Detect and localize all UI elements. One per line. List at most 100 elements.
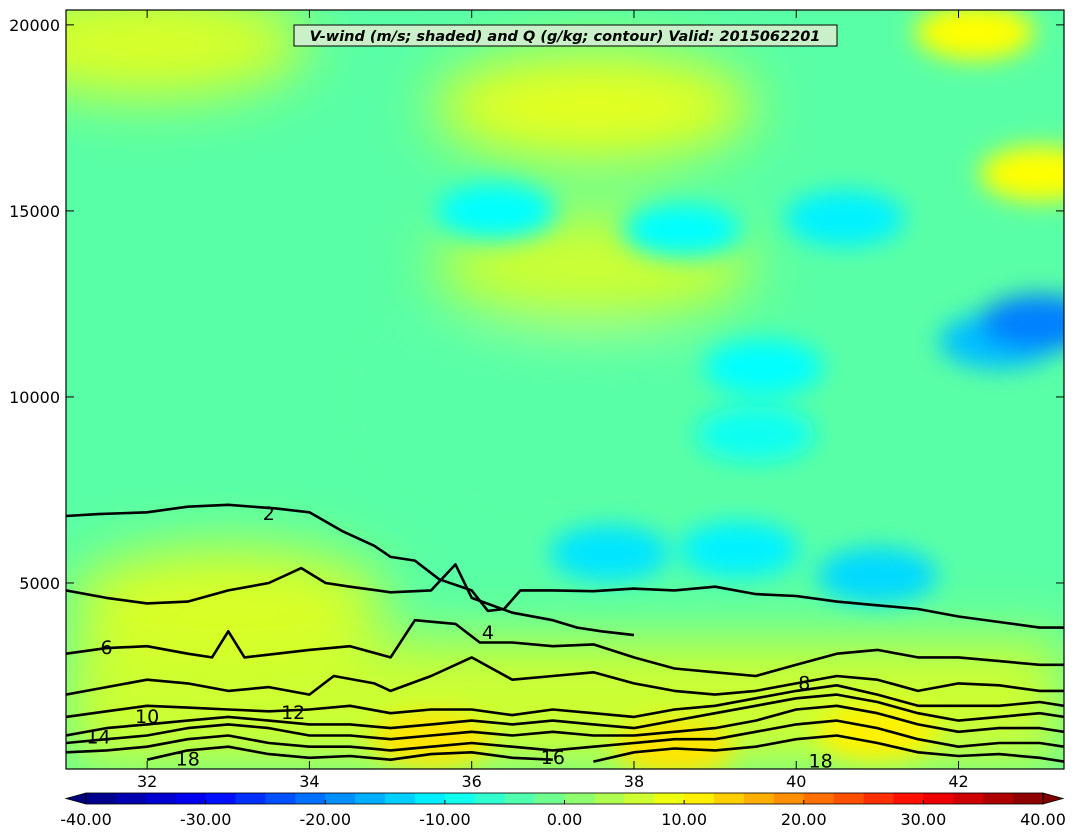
vwind-shading xyxy=(66,10,1064,769)
title-box: V-wind (m/s; shaded) and Q (g/kg; contou… xyxy=(293,24,838,47)
contour-label-4: 4 xyxy=(482,622,494,644)
contour-q-14 xyxy=(66,704,1064,745)
colorbar-segment xyxy=(385,793,416,804)
y-tick-label: 5000 xyxy=(19,574,60,593)
colorbar-tick-label: -20.00 xyxy=(299,810,351,829)
shaded-region-6 xyxy=(433,51,754,162)
colorbar-segment xyxy=(833,793,865,804)
shaded-region-20 xyxy=(695,406,816,463)
colorbar-segment xyxy=(923,793,954,804)
shaded-region-16 xyxy=(784,190,905,247)
shaded-region-4 xyxy=(614,718,735,769)
colorbar-tick-label: 10.00 xyxy=(661,810,707,829)
colorbar-segment xyxy=(504,793,536,804)
contour-label-16: 16 xyxy=(541,747,565,769)
y-axis: 5000 10000 15000 20000 xyxy=(9,16,1064,593)
colorbar-segment xyxy=(1013,793,1044,804)
x-axis: 32 34 36 38 40 42 xyxy=(137,10,969,791)
colorbar-segment xyxy=(594,793,625,804)
colorbar-extend-max xyxy=(1042,792,1065,805)
colorbar-tick-label: 30.00 xyxy=(900,810,946,829)
contour-label-14: 14 xyxy=(86,726,110,748)
x-tick-label: 36 xyxy=(462,772,482,791)
colorbar-segment xyxy=(175,793,207,804)
contour-q-2 xyxy=(66,503,1064,629)
colorbar-tick-label: -30.00 xyxy=(180,810,232,829)
colorbar-tick-label: 0.00 xyxy=(547,810,583,829)
shaded-region-5 xyxy=(817,703,938,760)
shaded-region-9 xyxy=(66,10,308,99)
x-tick-label: 32 xyxy=(137,772,157,791)
shaded-region-19 xyxy=(703,339,824,396)
contour-q-12 xyxy=(66,693,1064,737)
contour-q-8 xyxy=(66,656,1064,696)
chart-title: V-wind (m/s; shaded) and Q (g/kg; contou… xyxy=(310,29,821,45)
shaded-region-17 xyxy=(436,182,557,239)
contour-label-10: 10 xyxy=(135,706,159,728)
colorbar-segment xyxy=(983,793,1014,804)
colorbar-segment xyxy=(205,793,237,804)
colorbar-segment xyxy=(684,793,715,804)
colorbar-extend-min xyxy=(64,792,87,805)
x-tick-label: 40 xyxy=(786,772,806,791)
colorbar-segment xyxy=(953,793,984,804)
colorbar-tick-label: -40.00 xyxy=(60,810,112,829)
contour-label-18: 18 xyxy=(176,749,200,771)
contour-label-6: 6 xyxy=(101,637,113,659)
contour-label-18: 18 xyxy=(808,751,832,773)
colorbar-segment xyxy=(863,793,895,804)
shaded-region-14 xyxy=(549,525,670,582)
x-tick-label: 42 xyxy=(948,772,968,791)
contour-q-18 xyxy=(146,745,553,761)
contour-q-10 xyxy=(66,684,1064,719)
shaded-region-13 xyxy=(817,547,938,604)
colorbar-segment xyxy=(773,793,805,804)
colorbar-segment xyxy=(414,793,446,804)
contour-label-12: 12 xyxy=(281,702,305,724)
colorbar-tick-labels: -40.00 -30.00 -20.00 -10.00 0.00 10.00 20.00 30… xyxy=(60,800,1066,829)
colorbar-tick-label: 20.00 xyxy=(781,810,827,829)
plot-frame xyxy=(65,9,1065,770)
colorbar-segment xyxy=(235,793,267,804)
shaded-region-18 xyxy=(622,201,743,258)
y-tick-label: 10000 xyxy=(9,388,60,407)
contour-q-18 xyxy=(593,734,1064,763)
colorbar-segment xyxy=(893,793,924,804)
colorbar-segment xyxy=(564,793,596,804)
colorbar-segment xyxy=(534,793,566,804)
colorbar-segment xyxy=(714,793,745,804)
colorbar-segment xyxy=(444,793,476,804)
shaded-region-7 xyxy=(979,145,1064,202)
colorbar-segment xyxy=(115,793,147,804)
contour-label-2: 2 xyxy=(263,503,275,525)
shaded-region-8 xyxy=(914,10,1035,61)
colorbar-segment xyxy=(803,793,835,804)
colorbar-segment xyxy=(145,793,177,804)
shaded-region-0 xyxy=(400,341,721,452)
shaded-region-2 xyxy=(68,546,389,657)
colorbar-segment xyxy=(654,793,685,804)
colorbar-tick-label: 40.00 xyxy=(1020,810,1066,829)
colorbar-segment xyxy=(743,793,775,804)
y-tick-label: 15000 xyxy=(9,202,60,221)
shaded-region-12 xyxy=(979,294,1064,351)
x-tick-label: 38 xyxy=(624,772,644,791)
colorbar-tick-label: -10.00 xyxy=(419,810,471,829)
contour-q-4 xyxy=(66,563,635,637)
contour-label-8: 8 xyxy=(798,672,810,694)
x-tick-label: 34 xyxy=(299,772,319,791)
shaded-region-15 xyxy=(679,521,800,578)
colorbar-segment xyxy=(325,793,356,804)
colorbar-segment xyxy=(265,793,296,804)
contour-q-6 xyxy=(66,618,1064,678)
q-contours xyxy=(66,503,1064,763)
y-tick-label: 20000 xyxy=(9,16,60,35)
colorbar-segment xyxy=(624,793,655,804)
colorbar-segment xyxy=(474,793,506,804)
colorbar-segment xyxy=(355,793,386,804)
q-contour-labels: 2 4 6 8 10 12 14 16 18 18 xyxy=(86,503,832,773)
colorbar-segment xyxy=(86,793,117,804)
contour-q-16 xyxy=(66,719,1064,754)
colorbar-segment xyxy=(295,793,326,804)
